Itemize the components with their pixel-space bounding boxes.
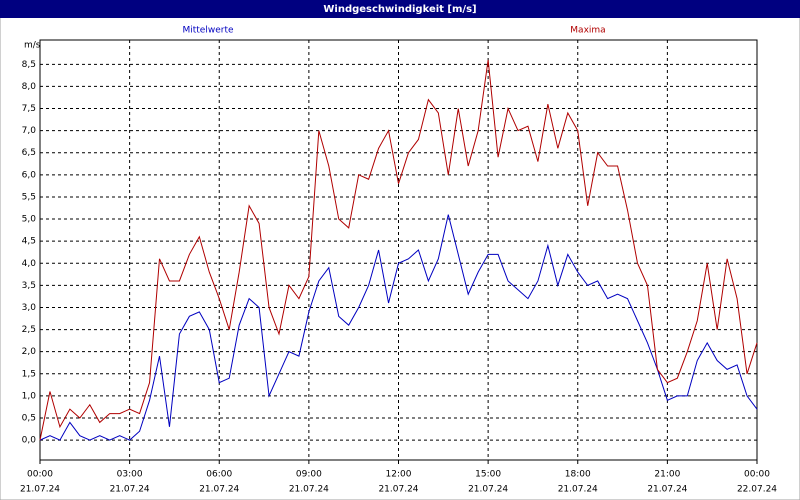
y-tick-label: 6,5: [22, 148, 36, 158]
x-tick-label: 03:00: [117, 470, 143, 480]
y-tick-label: 6,0: [22, 170, 37, 180]
x-tick-label: 00:00: [27, 470, 53, 480]
x-tick-label: 18:00: [565, 470, 591, 480]
chart-title: Windgeschwindigkeit [m/s]: [323, 4, 476, 15]
y-tick-label: 3,5: [22, 281, 36, 291]
series-line: [39, 214, 758, 441]
x-tick-date: 21.07.24: [378, 485, 418, 495]
y-tick-label: 8,0: [22, 82, 37, 92]
y-tick-label: 5,0: [22, 215, 37, 225]
legend-label: Maxima: [570, 26, 605, 36]
y-tick-label: 1,5: [22, 369, 36, 379]
x-tick-date: 21.07.24: [110, 485, 150, 495]
y-tick-label: 7,0: [22, 126, 37, 136]
x-tick-date: 21.07.24: [199, 485, 239, 495]
x-tick-date: 22.07.24: [737, 485, 777, 495]
y-tick-label: 0,0: [22, 436, 37, 446]
y-tick-label: 4,5: [22, 237, 36, 247]
y-tick-label: 8,5: [22, 60, 36, 70]
title-bar: [0, 0, 800, 18]
x-tick-date: 21.07.24: [468, 485, 508, 495]
y-tick-label: 0,5: [22, 414, 36, 424]
x-tick-date: 21.07.24: [20, 485, 60, 495]
series-line: [39, 59, 758, 441]
x-tick-label: 09:00: [296, 470, 322, 480]
x-tick-date: 21.07.24: [289, 485, 329, 495]
y-tick-label: 2,0: [22, 347, 37, 357]
x-tick-label: 21:00: [654, 470, 680, 480]
y-tick-label: 2,5: [22, 325, 36, 335]
x-tick-label: 15:00: [475, 470, 501, 480]
x-tick-date: 21.07.24: [647, 485, 687, 495]
y-tick-label: 4,0: [22, 259, 37, 269]
y-tick-label: 1,0: [22, 391, 37, 401]
y-tick-label: 5,5: [22, 192, 36, 202]
y-tick-label: 7,5: [22, 104, 36, 114]
x-tick-label: 12:00: [386, 470, 412, 480]
y-axis-label: m/s: [24, 41, 41, 51]
y-tick-label: 3,0: [22, 303, 37, 313]
legend-label: Mittelwerte: [182, 26, 233, 36]
x-tick-label: 00:00: [744, 470, 770, 480]
x-tick-label: 06:00: [206, 470, 232, 480]
x-tick-date: 21.07.24: [558, 485, 598, 495]
